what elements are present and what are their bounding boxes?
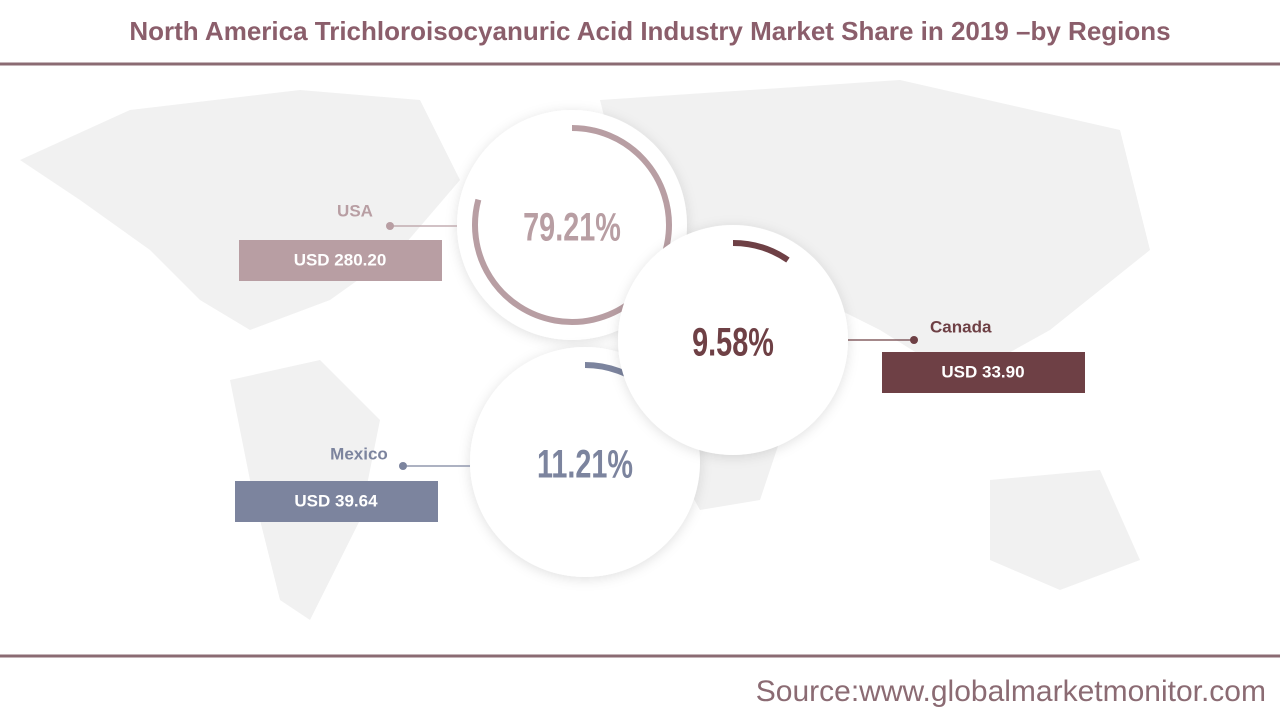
connector-dot <box>910 336 918 344</box>
amount-label: USD 33.90 <box>941 362 1024 381</box>
connector-dot <box>386 222 394 230</box>
ring-background <box>457 110 687 340</box>
ring-background <box>618 225 848 455</box>
category-label: Canada <box>930 317 992 336</box>
amount-box <box>239 240 442 281</box>
source: Source:www.globalmarketmonitor.com <box>756 675 1266 708</box>
chart-title: North America Trichloroisocyanuric Acid … <box>129 16 1170 46</box>
amount-label: USD 39.64 <box>294 491 378 510</box>
rings: 79.21% 11.21% 9.58% USA USD 280.20 Canada USD … <box>235 110 1085 577</box>
ring-arc <box>732 240 790 263</box>
amount-label: USD 280.20 <box>294 250 387 269</box>
amount-box <box>235 481 438 522</box>
value-label: 9.58% <box>692 320 774 365</box>
category-label: USA <box>337 201 373 220</box>
connector-dot <box>399 462 407 470</box>
amount-box <box>882 352 1085 393</box>
category-label: Mexico <box>330 444 388 463</box>
value-label: 79.21% <box>523 205 621 250</box>
value-label: 11.21% <box>537 442 633 487</box>
